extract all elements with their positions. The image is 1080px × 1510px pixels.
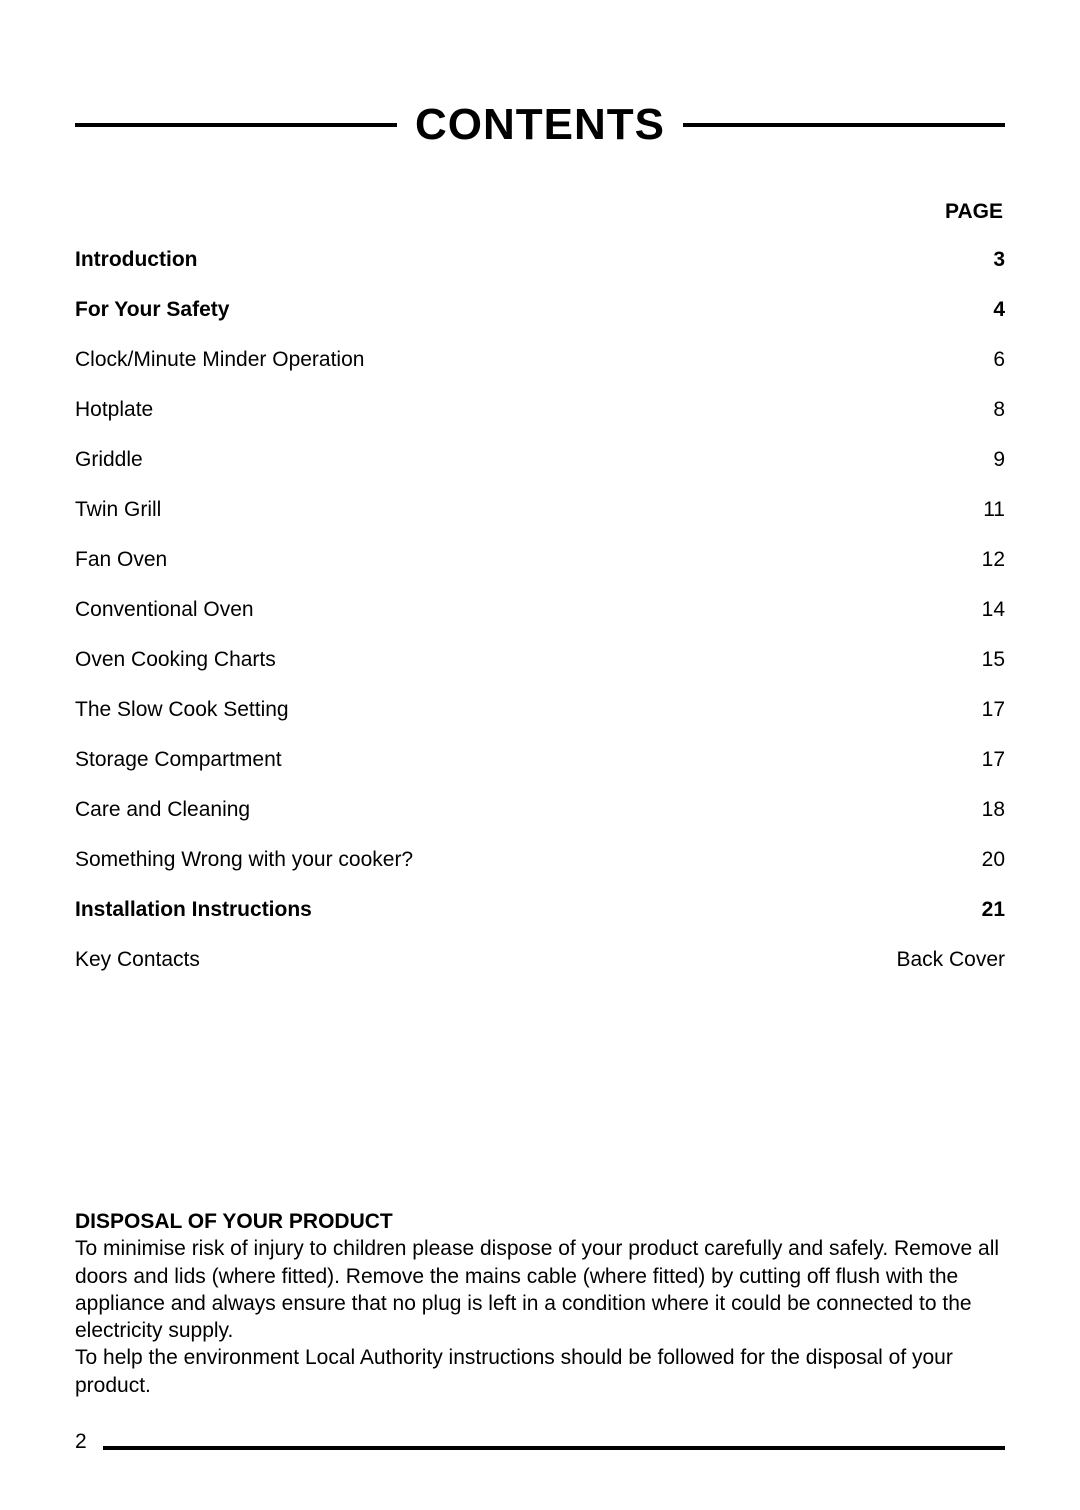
toc-row: Introduction 3 [75,248,1005,272]
toc-row: Clock/Minute Minder Operation 6 [75,348,1005,372]
toc-row: Fan Oven 12 [75,548,1005,572]
toc-label: Twin Grill [75,498,161,522]
disposal-title: DISPOSAL OF YOUR PRODUCT [75,1208,1005,1235]
footer: 2 [75,1430,1005,1450]
toc-label: Storage Compartment [75,748,282,772]
table-of-contents: Introduction 3 For Your Safety 4 Clock/Minut… [75,248,1005,998]
toc-label: The Slow Cook Setting [75,698,289,722]
toc-page: 14 [982,598,1005,622]
toc-page: 17 [982,748,1005,772]
toc-page: 11 [983,498,1005,522]
toc-page: 9 [993,448,1005,472]
toc-label: Care and Cleaning [75,798,250,822]
toc-page: 4 [993,298,1005,322]
toc-row: Griddle 9 [75,448,1005,472]
toc-page: 8 [993,398,1005,422]
toc-row: Something Wrong with your cooker? 20 [75,848,1005,872]
toc-row: Oven Cooking Charts 15 [75,648,1005,672]
title-rule-right [683,123,1005,127]
toc-label: Something Wrong with your cooker? [75,848,413,872]
page-title: CONTENTS [397,100,683,150]
toc-page: 3 [993,248,1005,272]
toc-row: For Your Safety 4 [75,298,1005,322]
title-rule-left [75,123,397,127]
toc-row: Conventional Oven 14 [75,598,1005,622]
toc-label: Oven Cooking Charts [75,648,276,672]
toc-row: Twin Grill 11 [75,498,1005,522]
toc-page: 18 [982,798,1005,822]
toc-label: Introduction [75,248,197,272]
toc-label: For Your Safety [75,298,229,322]
toc-label: Hotplate [75,398,153,422]
toc-label: Installation Instructions [75,898,312,922]
toc-page: 17 [982,698,1005,722]
toc-page: 12 [982,548,1005,572]
column-header-page: PAGE [75,200,1005,224]
title-row: CONTENTS [75,100,1005,150]
toc-row: Hotplate 8 [75,398,1005,422]
toc-page: 20 [982,848,1005,872]
toc-label: Griddle [75,448,143,472]
toc-row: Key Contacts Back Cover [75,948,1005,972]
disposal-section: DISPOSAL OF YOUR PRODUCT To minimise ris… [75,1208,1005,1399]
toc-label: Key Contacts [75,948,200,972]
toc-row: Storage Compartment 17 [75,748,1005,772]
toc-page: Back Cover [896,948,1005,972]
footer-page-number: 2 [75,1430,87,1454]
toc-page: 15 [982,648,1005,672]
toc-row: Care and Cleaning 18 [75,798,1005,822]
toc-label: Clock/Minute Minder Operation [75,348,364,372]
toc-row: The Slow Cook Setting 17 [75,698,1005,722]
disposal-body: To minimise risk of injury to children p… [75,1235,1005,1399]
toc-label: Conventional Oven [75,598,254,622]
toc-page: 6 [993,348,1005,372]
toc-label: Fan Oven [75,548,167,572]
footer-rule [103,1446,1005,1450]
toc-page: 21 [982,898,1005,922]
toc-row: Installation Instructions 21 [75,898,1005,922]
